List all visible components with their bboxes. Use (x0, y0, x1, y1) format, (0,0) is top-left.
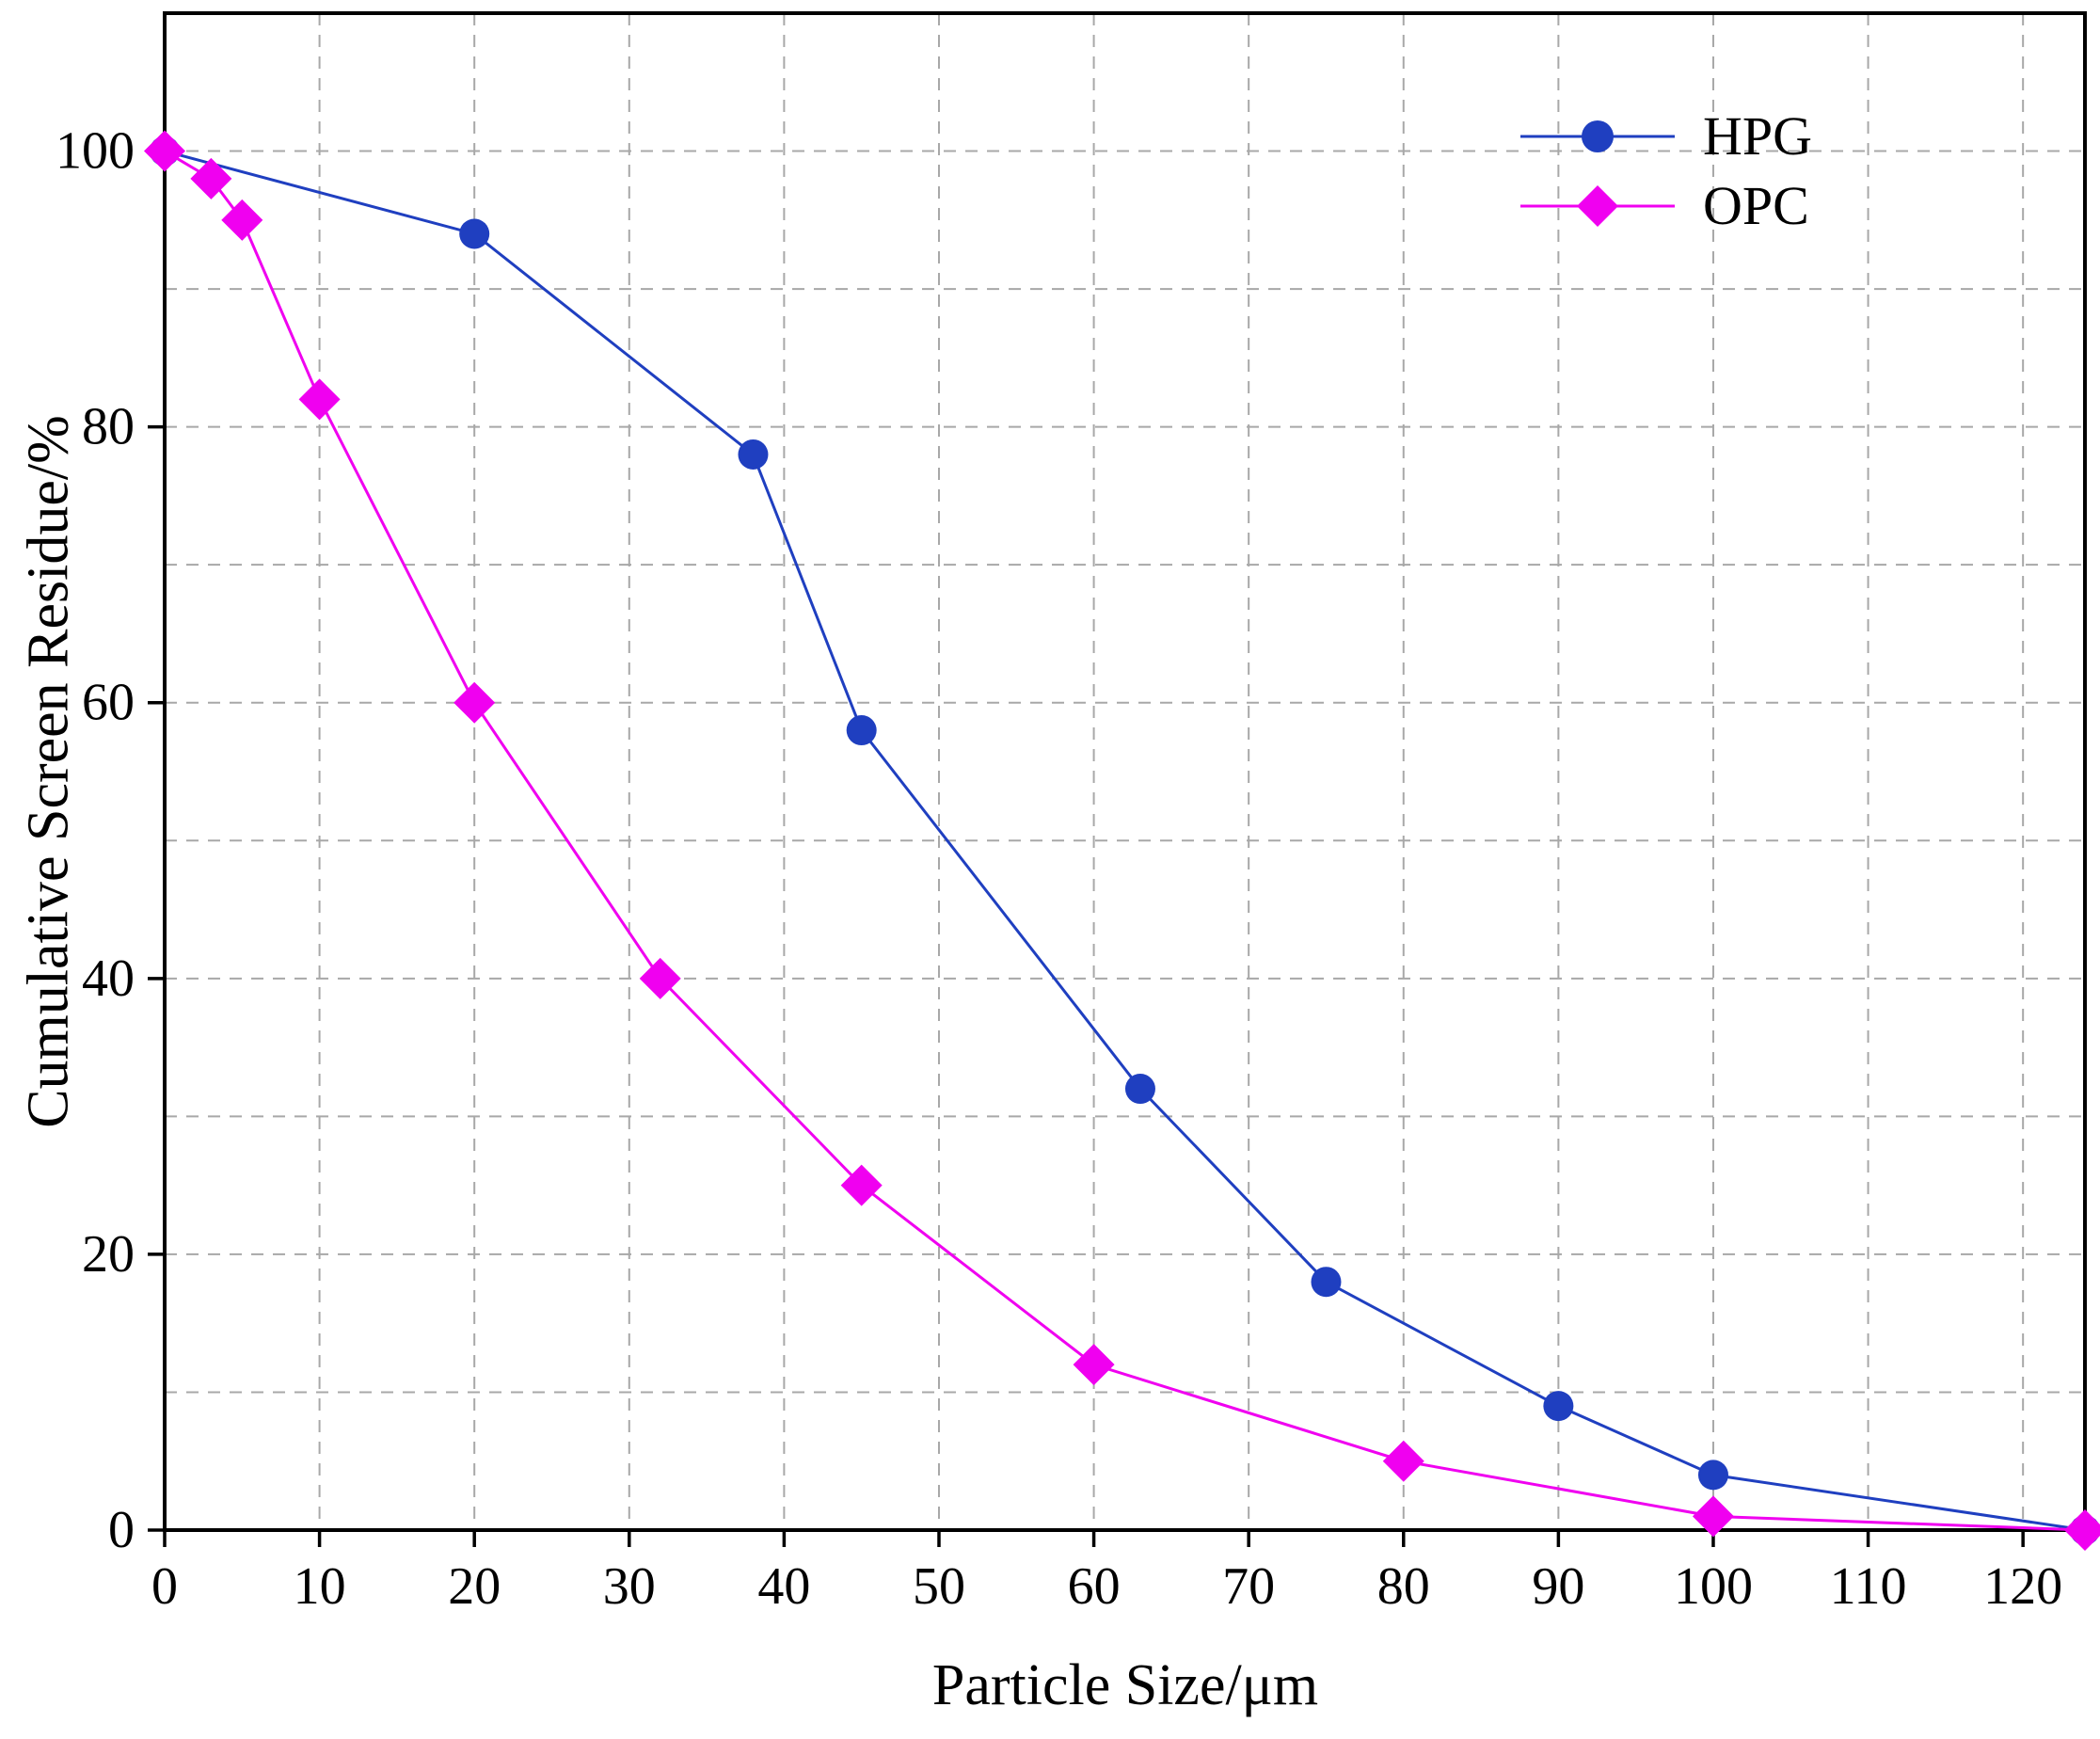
data-point-hpg (738, 439, 769, 470)
y-tick-label: 60 (82, 674, 135, 732)
x-tick-label: 120 (1983, 1557, 2062, 1616)
data-point-opc (2064, 1509, 2100, 1551)
data-point-opc (190, 157, 232, 199)
x-axis-ticks: 0 10 20 30 40 50 60 70 80 90 100 110 120 (151, 1530, 2062, 1616)
data-point-opc (453, 681, 496, 724)
x-tick-label: 110 (1830, 1557, 1907, 1616)
x-tick-label: 90 (1532, 1557, 1584, 1616)
data-point-opc (1073, 1344, 1115, 1386)
x-tick-label: 20 (448, 1557, 501, 1616)
hpg-line-circle-icon (1520, 120, 1675, 152)
x-tick-label: 30 (603, 1557, 656, 1616)
x-tick-label: 80 (1377, 1557, 1430, 1616)
opc-line-diamond-icon (1520, 185, 1675, 227)
grid-layer (165, 13, 2085, 1530)
data-point-opc (298, 378, 341, 421)
legend: HPG OPC (1517, 109, 1812, 233)
x-tick-label: 50 (913, 1557, 965, 1616)
data-point-opc (221, 199, 263, 241)
y-tick-label: 20 (82, 1225, 135, 1284)
data-point-hpg (1697, 1460, 1728, 1491)
y-tick-label: 40 (82, 949, 135, 1008)
x-axis-title: Particle Size/μm (931, 1653, 1319, 1717)
data-point-opc (144, 130, 185, 172)
legend-item-opc: OPC (1517, 179, 1812, 233)
x-tick-label: 70 (1222, 1557, 1275, 1616)
legend-item-hpg: HPG (1517, 109, 1812, 164)
x-tick-label: 60 (1068, 1557, 1121, 1616)
data-point-opc (1692, 1495, 1734, 1538)
y-tick-label: 80 (82, 398, 135, 456)
x-tick-label: 0 (151, 1557, 178, 1616)
series-opc (144, 130, 2100, 1551)
y-axis-title: Cumulative Screen Residue/% (16, 415, 81, 1128)
y-axis-ticks: 0 20 40 60 80 100 (56, 122, 165, 1559)
legend-label-opc: OPC (1703, 175, 1809, 236)
data-point-opc (1382, 1440, 1424, 1482)
data-point-opc (639, 957, 681, 999)
data-point-hpg (459, 218, 490, 249)
data-point-hpg (1543, 1391, 1574, 1422)
x-tick-label: 100 (1674, 1557, 1753, 1616)
data-point-hpg (1311, 1267, 1342, 1298)
y-tick-label: 100 (56, 122, 135, 181)
x-tick-label: 10 (294, 1557, 346, 1616)
data-point-opc (840, 1164, 883, 1206)
legend-label-hpg: HPG (1703, 105, 1813, 167)
y-tick-label: 0 (108, 1501, 135, 1559)
data-point-hpg (1124, 1074, 1155, 1105)
plot-frame (163, 11, 2087, 1532)
x-tick-label: 40 (757, 1557, 810, 1616)
data-point-hpg (846, 715, 877, 746)
